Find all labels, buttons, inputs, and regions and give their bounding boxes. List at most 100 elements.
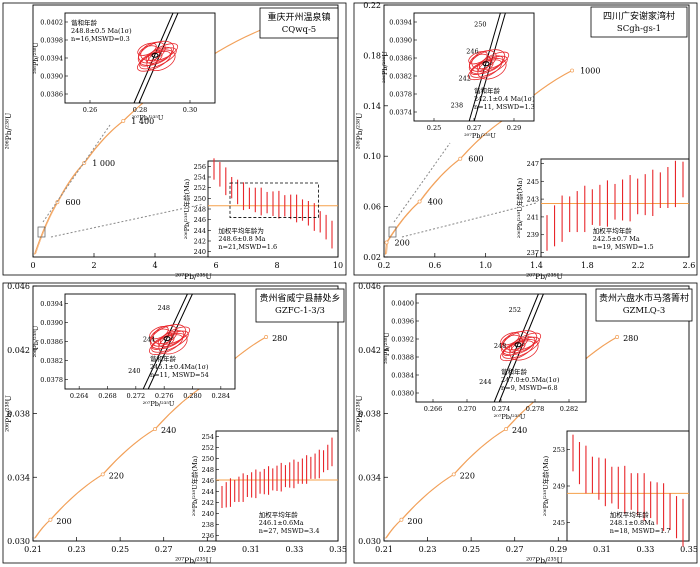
concordia-band-line [468, 12, 501, 122]
pointer-arrow [42, 124, 111, 223]
mean-y-tick-label: 256 [194, 163, 206, 171]
x-tick-label: 4 [152, 261, 157, 270]
inset-age-label: 242 [458, 75, 470, 83]
error-ellipse [500, 330, 538, 356]
mean-annotation: 加权平均年龄 [610, 510, 650, 519]
mean-y-tick-label: 253 [553, 446, 565, 454]
panel-b: 0.2 0.6 1.0 1.4 1.8 2.2 2.6 0.02 0.06 0.10 0.14 0.1… [353, 1, 698, 281]
x-axis-label: ²⁰⁷Pb/²³⁵U [175, 556, 212, 565]
mean-y-tick-label: 244 [194, 227, 206, 235]
panel-c: 0.21 0.23 0.25 0.27 0.29 0.31 0.33 0.35 0.030 0.0… [2, 282, 347, 565]
x-tick-label: 0.27 [506, 545, 524, 554]
age-marker [570, 68, 575, 73]
x-tick-label: 8 [274, 261, 279, 270]
pointer-arrow [50, 203, 204, 238]
x-tick-label: 0 [30, 261, 35, 270]
age-marker [417, 199, 422, 204]
mean-y-tick-label: 243 [527, 196, 539, 204]
panel-subtitle: GZMLQ-3 [623, 306, 666, 316]
y-tick-label: 0.046 [358, 282, 381, 291]
weighted-mean-inset: 240 242 244 246 248 250 252 254 256²⁰⁶Pb/²³⁸U年龄(… [182, 158, 339, 258]
error-ellipse [469, 53, 491, 72]
y-tick-label: 0.034 [358, 473, 381, 482]
inset-age-label: 238 [451, 102, 463, 110]
y-tick-label: 0.18 [363, 51, 381, 60]
inset-x-tick-label: 0.27 [467, 124, 481, 132]
y-tick-label: 0.030 [358, 537, 381, 546]
mean-y-tick-label: 247 [527, 160, 539, 168]
x-tick-label: 0.33 [286, 545, 304, 554]
age-label: 280 [272, 334, 287, 343]
inset-age-label: 248 [158, 304, 170, 312]
concordia-inset: 0.25 0.27 0.29 0.0374 0.0378 0.0382 0.0386 0.03… [381, 12, 535, 140]
mean-annotation: 246.1±0.6Ma [259, 519, 304, 527]
inset-x-tick-label: 0.274 [492, 405, 511, 413]
inset-x-label: ²⁰⁷Pb/²³⁵U [464, 132, 496, 140]
mean-y-tick-label: 252 [202, 444, 214, 452]
x-tick-label: 0.35 [680, 545, 698, 554]
inset-y-label: ²⁰⁶Pb/²³⁸U [383, 332, 391, 364]
x-tick-label: 0.35 [329, 545, 347, 554]
y-tick-label: 0.046 [7, 282, 30, 291]
weighted-mean-inset: 236 238 240 242 244 246 248 250 252 254 ²⁰⁶Pb/²³⁸U… [190, 430, 339, 542]
inset-y-tick-label: 0.0384 [391, 372, 414, 380]
inset-y-tick-label: 0.0386 [40, 91, 63, 99]
title-box [255, 288, 345, 323]
y-tick-label: 0.02 [363, 253, 381, 262]
age-marker [153, 427, 157, 432]
inset-y-label: ²⁰⁶Pb/²³⁸U [32, 325, 40, 357]
inset-x-tick-label: 0.280 [183, 392, 202, 400]
age-label: 600 [65, 198, 80, 207]
y-tick-label: 0.06 [363, 203, 381, 212]
inset-x-tick-label: 0.284 [212, 392, 231, 400]
panel-subtitle: SCgh-gs-1 [617, 24, 661, 34]
inset-age-label: 250 [474, 21, 486, 29]
inset-x-tick-label: 0.282 [560, 405, 579, 413]
error-ellipse [149, 324, 187, 350]
age-marker [384, 240, 389, 245]
x-tick-label: 0.25 [462, 545, 480, 554]
age-label: 1 000 [92, 159, 115, 168]
inset-y-tick-label: 0.0392 [391, 336, 414, 344]
age-label: 200 [56, 517, 71, 526]
inset-y-label: ²⁰⁶Pb/²³⁸U [32, 42, 40, 74]
plot-area [32, 4, 339, 258]
x-tick-label: 0.31 [593, 545, 611, 554]
error-ellipse [468, 51, 488, 65]
inset-x-tick-label: 0.272 [127, 392, 146, 400]
error-ellipse [157, 330, 185, 348]
y-axis-label: ²⁰⁶Pb/²³⁸U [4, 113, 13, 150]
panel-subtitle: GZFC-1-3/3 [275, 306, 325, 316]
concordia-mean-ellipse [482, 61, 490, 67]
inset-x-tick-label: 0.28 [133, 106, 147, 114]
error-ellipse [478, 51, 510, 70]
error-ellipse [140, 41, 166, 61]
inset-x-tick-label: 0.25 [427, 124, 441, 132]
mean-y-tick-label: 240 [194, 248, 206, 256]
error-ellipse [137, 40, 175, 66]
x-tick-label: 0.29 [198, 545, 216, 554]
error-ellipse [501, 334, 523, 353]
age-marker [48, 517, 53, 522]
mean-y-tick-label: 239 [527, 231, 539, 239]
age-marker [504, 427, 508, 432]
error-ellipse [471, 50, 497, 70]
panel-title: 贵州六盘水市马落箐村 [599, 292, 689, 304]
concordia-inset: 0.266 0.270 0.274 0.278 0.282 0.0380 0.0384 0.0… [383, 293, 587, 421]
y-tick-label: 0.042 [358, 346, 381, 355]
concordia-band-line [133, 12, 174, 104]
concordia-mean-ellipse [514, 342, 522, 348]
inset-annotation: 谐和年龄 [71, 18, 98, 27]
mean-y-tick-label: 250 [202, 455, 214, 463]
x-tick-label: 0.29 [549, 545, 567, 554]
inset-annotation: n=11, MSWD=1.3 [474, 103, 535, 111]
x-tick-label: 0.23 [68, 545, 86, 554]
inset-x-tick-label: 0.270 [458, 405, 477, 413]
age-label: 600 [468, 155, 483, 164]
y-axis-label: ²⁰⁶Pb/²³⁸U [355, 113, 364, 150]
inset-age-label: 240 [128, 367, 140, 375]
panel-d: 0.21 0.23 0.25 0.27 0.29 0.31 0.33 0.35 0.030 0.0… [353, 282, 698, 565]
x-tick-label: 1.8 [581, 261, 594, 270]
